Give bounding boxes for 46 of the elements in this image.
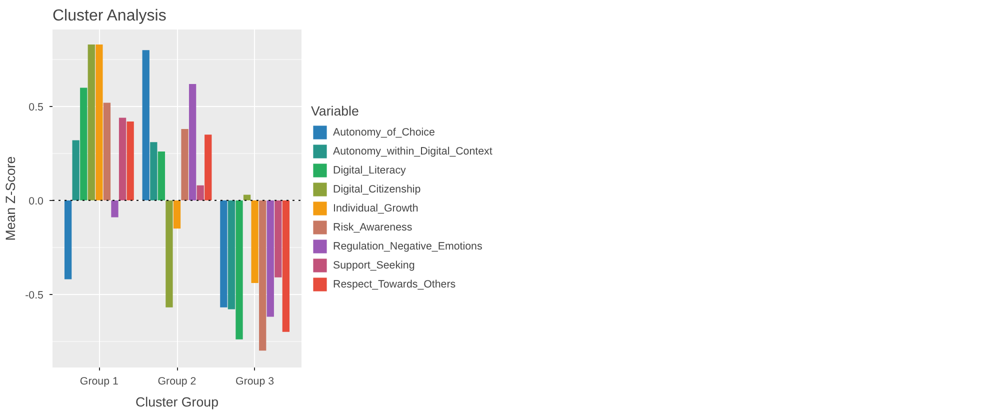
y-axis-title: Mean Z-Score (3, 156, 18, 241)
legend-label: Autonomy_within_Digital_Context (333, 144, 492, 159)
chart-title: Cluster Analysis (52, 8, 166, 24)
bar (72, 140, 80, 200)
bar (266, 200, 274, 317)
bar (282, 200, 290, 332)
bar (88, 44, 95, 200)
bar (126, 122, 134, 200)
legend-label: Digital_Literacy (333, 163, 406, 178)
bar (228, 200, 236, 310)
bar (220, 200, 228, 308)
bar (118, 118, 126, 200)
bar (243, 194, 251, 200)
legend-label: Respect_Towards_Others (333, 277, 456, 292)
bar (181, 129, 188, 200)
bar (204, 134, 212, 200)
legend-label: Digital_Citizenship (333, 182, 421, 197)
bar (103, 102, 111, 200)
x-axis-title: Cluster Group (136, 394, 218, 410)
bar (173, 200, 181, 229)
y-tick-label: 0.0 (28, 195, 44, 208)
bar (188, 84, 196, 200)
legend-label: Autonomy_of_Choice (333, 125, 435, 140)
bar (64, 200, 72, 280)
bar (251, 200, 258, 283)
bar (96, 44, 103, 200)
bar (236, 200, 243, 340)
legend-label: Risk_Awareness (333, 220, 412, 235)
bar (150, 142, 158, 200)
bar (111, 200, 118, 218)
bar (259, 200, 266, 351)
legend-label: Support_Seeking (333, 258, 415, 273)
x-tick-label: Group 3 (236, 376, 274, 388)
x-tick-label: Group 2 (158, 376, 196, 388)
bar (166, 200, 173, 308)
bar (158, 152, 166, 200)
bar (142, 50, 150, 200)
y-tick-label: -0.5 (25, 289, 44, 302)
y-tick-label: 0.5 (28, 101, 44, 114)
legend-title: Variable (311, 104, 360, 118)
x-tick-label: Group 1 (80, 376, 119, 388)
bar (196, 185, 204, 200)
legend-label: Individual_Growth (333, 201, 418, 216)
bar (274, 200, 282, 278)
legend-label: Regulation_Negative_Emotions (333, 239, 482, 254)
bar (80, 88, 88, 200)
